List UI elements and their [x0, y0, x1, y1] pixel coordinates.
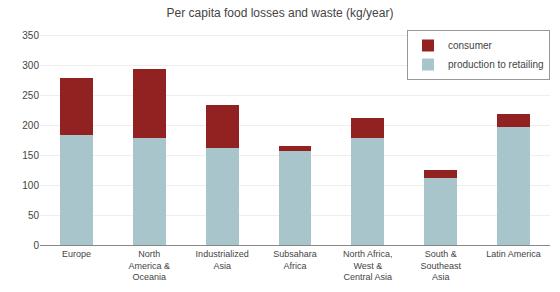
svg-text:Per capita food losses and was: Per capita food losses and waste (kg/yea…	[167, 6, 394, 20]
svg-text:production to retailing: production to retailing	[448, 59, 544, 70]
svg-text:50: 50	[28, 210, 40, 221]
svg-text:250: 250	[22, 90, 39, 101]
svg-text:Europe: Europe	[62, 249, 91, 259]
svg-text:SubsaharaAfrica: SubsaharaAfrica	[273, 249, 317, 271]
svg-text:North Africa,West &Central Asi: North Africa,West &Central Asia	[343, 249, 393, 282]
svg-text:consumer: consumer	[448, 40, 493, 51]
svg-text:0: 0	[33, 240, 39, 251]
svg-text:NorthAmerica &Oceania: NorthAmerica &Oceania	[129, 249, 171, 282]
svg-text:300: 300	[22, 60, 39, 71]
svg-text:150: 150	[22, 150, 39, 161]
svg-text:350: 350	[22, 30, 39, 41]
svg-text:200: 200	[22, 120, 39, 131]
svg-text:Latin America: Latin America	[486, 249, 541, 259]
svg-text:South &SoutheastAsia: South &SoutheastAsia	[420, 249, 461, 282]
svg-text:IndustrializedAsia: IndustrializedAsia	[196, 249, 249, 271]
svg-text:100: 100	[22, 180, 39, 191]
